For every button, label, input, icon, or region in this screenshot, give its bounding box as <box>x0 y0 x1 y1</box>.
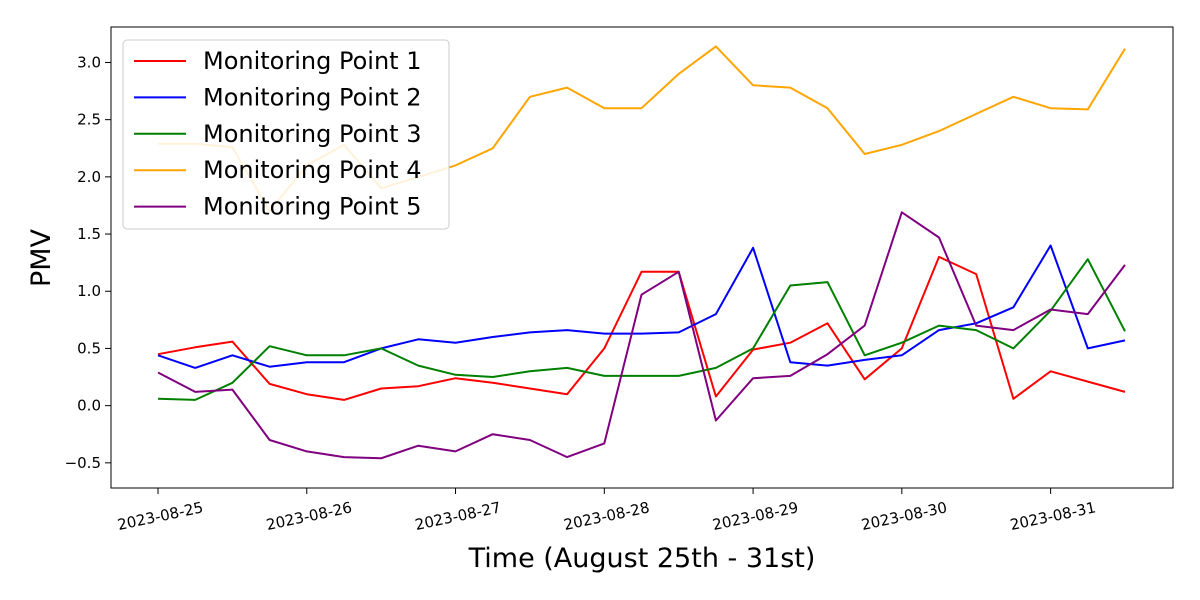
y-tick-label: 0.0 <box>77 397 101 415</box>
legend-entry-label: Monitoring Point 3 <box>203 120 421 148</box>
legend: Monitoring Point 1 Monitoring Point 2 Moni… <box>122 39 450 230</box>
legend-entry-label: Monitoring Point 2 <box>203 83 421 111</box>
y-tick-label: −0.5 <box>65 454 101 472</box>
x-tick-label: 2023-08-26 <box>265 498 354 534</box>
y-tick-label: 1.5 <box>77 225 101 243</box>
series-line-monitoring-point-3 <box>157 258 1126 401</box>
x-axis-label: Time (August 25th - 31st) <box>468 543 816 574</box>
x-tick-label: 2023-08-27 <box>413 498 502 534</box>
x-tick-label: 2023-08-30 <box>860 498 949 534</box>
y-tick-label: 1.0 <box>77 282 101 300</box>
series-line-monitoring-point-5 <box>157 211 1126 460</box>
y-axis-label: PMV <box>26 228 57 287</box>
legend-box <box>122 39 450 230</box>
x-tick-label: 2023-08-29 <box>711 498 800 534</box>
legend-entry-label: Monitoring Point 1 <box>203 47 421 75</box>
y-tick-label: 2.0 <box>77 168 101 186</box>
x-tick-label: 2023-08-25 <box>116 498 205 534</box>
legend-entry-label: Monitoring Point 5 <box>203 193 421 221</box>
plot-frame <box>110 26 1174 489</box>
x-axis-ticks: 2023-08-25 2023-08-26 2023-08-27 2023-08-28… <box>116 488 1097 534</box>
series-line-monitoring-point-2 <box>157 244 1126 369</box>
y-tick-label: 0.5 <box>77 339 101 357</box>
series-line-monitoring-point-1 <box>157 255 1126 401</box>
legend-entry-label: Monitoring Point 4 <box>203 156 421 184</box>
x-tick-label: 2023-08-28 <box>562 498 651 534</box>
y-tick-label: 3.0 <box>77 53 101 71</box>
x-tick-label: 2023-08-31 <box>1008 498 1097 534</box>
y-axis-ticks: −0.5 0.0 0.5 1.0 1.5 2.0 2.5 3.0 <box>65 53 111 472</box>
y-tick-label: 2.5 <box>77 111 101 129</box>
